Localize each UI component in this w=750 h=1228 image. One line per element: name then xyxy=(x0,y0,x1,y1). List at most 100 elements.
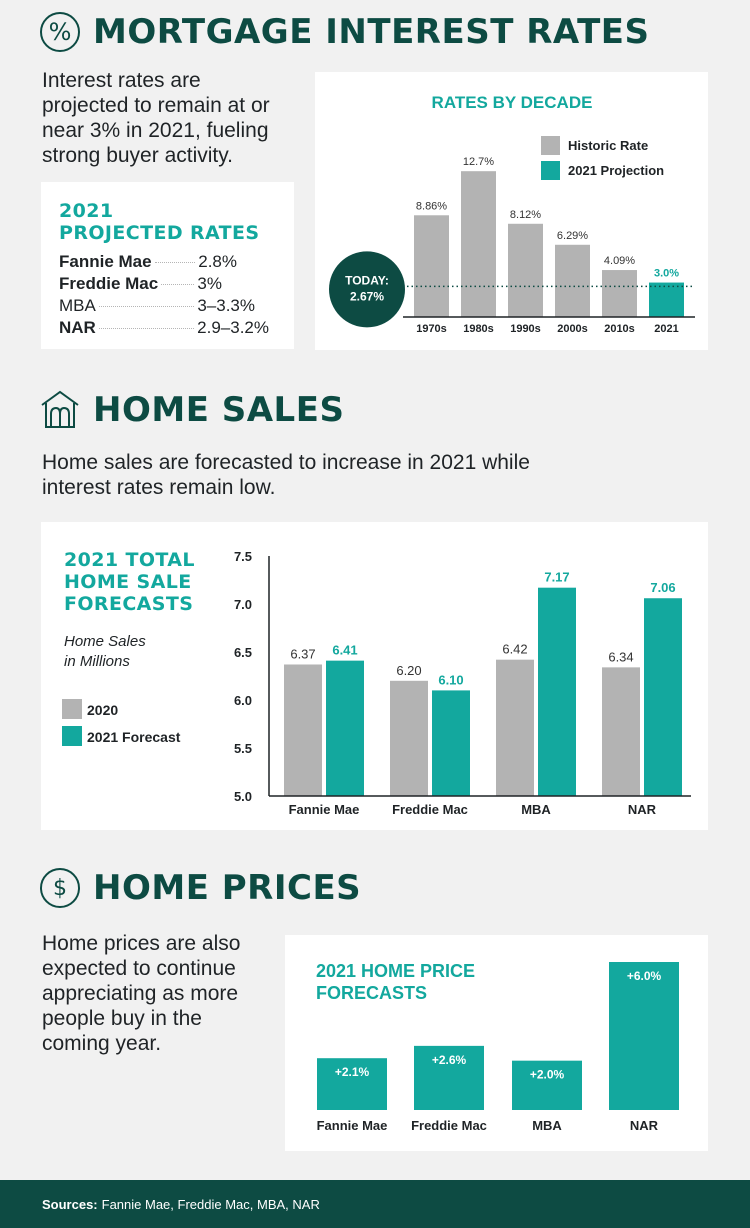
y-tick-label: 7.0 xyxy=(234,597,252,612)
projected-rates-title: 2021 PROJECTED RATES xyxy=(59,200,260,244)
legend-label-2021-forecast: 2021 Forecast xyxy=(87,729,181,745)
unit-label-line: Home Sales xyxy=(64,633,146,650)
y-axis-ticks: 7.5 7.0 6.5 6.0 5.5 5.0 xyxy=(234,549,252,804)
rate-row: MBA 3–3.3% xyxy=(59,296,289,316)
x-tick-label: Fannie Mae xyxy=(289,802,360,817)
value-label: 7.17 xyxy=(544,570,569,585)
rates-by-decade-chart: RATES BY DECADE Historic Rate 2021 Projec… xyxy=(329,93,695,335)
mortgage-section-title: MORTGAGE INTEREST RATES xyxy=(93,12,650,52)
projected-rates-title-line: PROJECTED RATES xyxy=(59,222,260,244)
value-label: +2.1% xyxy=(335,1065,370,1079)
y-tick-label: 6.5 xyxy=(234,645,252,660)
y-tick-label: 5.5 xyxy=(234,741,252,756)
chart-bars: 8.86% 1970s 12.7% 1980s 8.12% 1990s 6.29% 2000s… xyxy=(414,156,684,335)
rate-row: NAR 2.9–3.2% xyxy=(59,318,289,338)
x-tick-label: 1980s xyxy=(463,323,494,335)
legend-swatch-2021-forecast xyxy=(62,726,82,746)
value-label: 3.0% xyxy=(654,268,679,280)
bar-1990s xyxy=(508,223,543,317)
legend-label-2020: 2020 xyxy=(87,702,119,718)
today-reference: TODAY: 2.67% xyxy=(329,251,695,328)
mortgage-intro-line: near 3% in 2021, fueling xyxy=(42,119,269,142)
sources-footer: Sources: Fannie Mae, Freddie Mac, MBA, N… xyxy=(0,1180,750,1228)
house-icon xyxy=(39,388,81,430)
value-label: 6.34 xyxy=(608,649,633,664)
x-tick-label: 2000s xyxy=(557,323,588,335)
home-prices-intro-line: appreciating as more xyxy=(42,982,239,1005)
sources-label: Sources: xyxy=(42,1196,98,1212)
home-sales-card: 2021 TOTAL HOME SALE FORECASTS Home Sale… xyxy=(41,522,708,830)
bar-2020 xyxy=(284,664,322,796)
bar-1970s xyxy=(414,215,449,317)
chart-title-line: 2021 HOME PRICE xyxy=(316,961,475,981)
y-tick-label: 7.5 xyxy=(234,549,252,564)
x-tick-label: 1990s xyxy=(510,323,541,335)
x-tick-label: 2010s xyxy=(604,323,635,335)
home-prices-intro-line: people buy in the xyxy=(42,1007,202,1030)
value-label: +2.0% xyxy=(530,1068,565,1082)
bar-2020 xyxy=(496,659,534,796)
sources-text: Fannie Mae, Freddie Mac, MBA, NAR xyxy=(101,1196,320,1212)
bar-2021 xyxy=(649,282,684,317)
leader-dots xyxy=(98,328,195,329)
rate-lender: Fannie Mae xyxy=(59,252,152,271)
bar-2021-forecast xyxy=(432,690,470,796)
x-tick-label: Freddie Mac xyxy=(411,1118,487,1133)
rate-value: 3–3.3% xyxy=(197,296,255,315)
leader-dots xyxy=(154,262,196,263)
today-value: 2.67% xyxy=(350,289,384,303)
x-tick-label: 2021 xyxy=(654,323,678,335)
home-sales-intro-line: Home sales are forecasted to increase in… xyxy=(42,451,530,474)
x-tick-label: MBA xyxy=(532,1118,562,1133)
home-sales-title-line: FORECASTS xyxy=(64,593,194,615)
y-tick-label: 5.0 xyxy=(234,789,252,804)
x-tick-label: NAR xyxy=(628,802,657,817)
value-label: 6.42 xyxy=(502,642,527,657)
home-prices-intro-line: Home prices are also xyxy=(42,932,241,955)
bar-2021-forecast xyxy=(326,660,364,796)
home-prices-intro-line: coming year. xyxy=(42,1032,162,1055)
home-sales-chart-title: 2021 TOTAL HOME SALE FORECASTS xyxy=(64,549,195,615)
bar-2020 xyxy=(390,680,428,796)
mortgage-intro: Interest rates are projected to remain a… xyxy=(42,68,312,168)
legend-swatch-projection xyxy=(541,161,560,180)
value-label: 12.7% xyxy=(463,156,494,168)
projected-rates-card: 2021 PROJECTED RATES Fannie Mae 2.8% Fre… xyxy=(41,182,294,349)
today-badge xyxy=(329,251,405,328)
value-label: 8.12% xyxy=(510,209,541,221)
home-sales-title-line: HOME SALE xyxy=(64,571,192,593)
percent-icon: % xyxy=(40,12,80,52)
leader-dots xyxy=(98,306,195,307)
today-label: TODAY: xyxy=(345,273,389,287)
rate-row: Fannie Mae 2.8% xyxy=(59,252,289,272)
value-label: 7.06 xyxy=(650,580,675,595)
bar-2010s xyxy=(602,270,637,317)
chart-title: RATES BY DECADE xyxy=(432,93,593,112)
x-tick-label: NAR xyxy=(630,1118,659,1133)
bar-price-forecast xyxy=(512,1060,582,1110)
home-prices-intro-line: expected to continue xyxy=(42,957,236,980)
chart-legend: Historic Rate 2021 Projection xyxy=(541,136,664,180)
value-label: 6.20 xyxy=(396,663,421,678)
bar-2000s xyxy=(555,244,590,317)
legend-swatch-historic xyxy=(541,136,560,155)
rate-lender: Freddie Mac xyxy=(59,274,159,293)
value-label: 4.09% xyxy=(604,255,635,267)
legend-swatch-2020 xyxy=(62,699,82,719)
legend-label-historic: Historic Rate xyxy=(568,138,648,153)
bar-price-forecast xyxy=(609,962,679,1110)
chart-title-line: FORECASTS xyxy=(316,983,427,1003)
value-label: +6.0% xyxy=(627,969,662,983)
home-sales-section-title: HOME SALES xyxy=(93,390,345,430)
value-label: 6.10 xyxy=(438,672,463,687)
mortgage-intro-line: strong buyer activity. xyxy=(42,144,234,167)
value-label: 6.41 xyxy=(332,643,357,658)
leader-dots xyxy=(161,284,195,285)
rate-lender: MBA xyxy=(59,296,96,315)
home-sales-chart: 7.5 7.0 6.5 6.0 5.5 5.0 6.37 6.41 6.20 6.10 6.42 7… xyxy=(234,549,691,817)
value-label: +2.6% xyxy=(432,1053,467,1067)
bar-2021-forecast xyxy=(644,598,682,796)
legend-label-projection: 2021 Projection xyxy=(568,163,664,178)
